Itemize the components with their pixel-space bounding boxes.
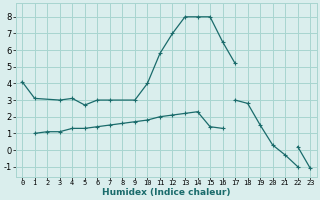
X-axis label: Humidex (Indice chaleur): Humidex (Indice chaleur) [102, 188, 230, 197]
